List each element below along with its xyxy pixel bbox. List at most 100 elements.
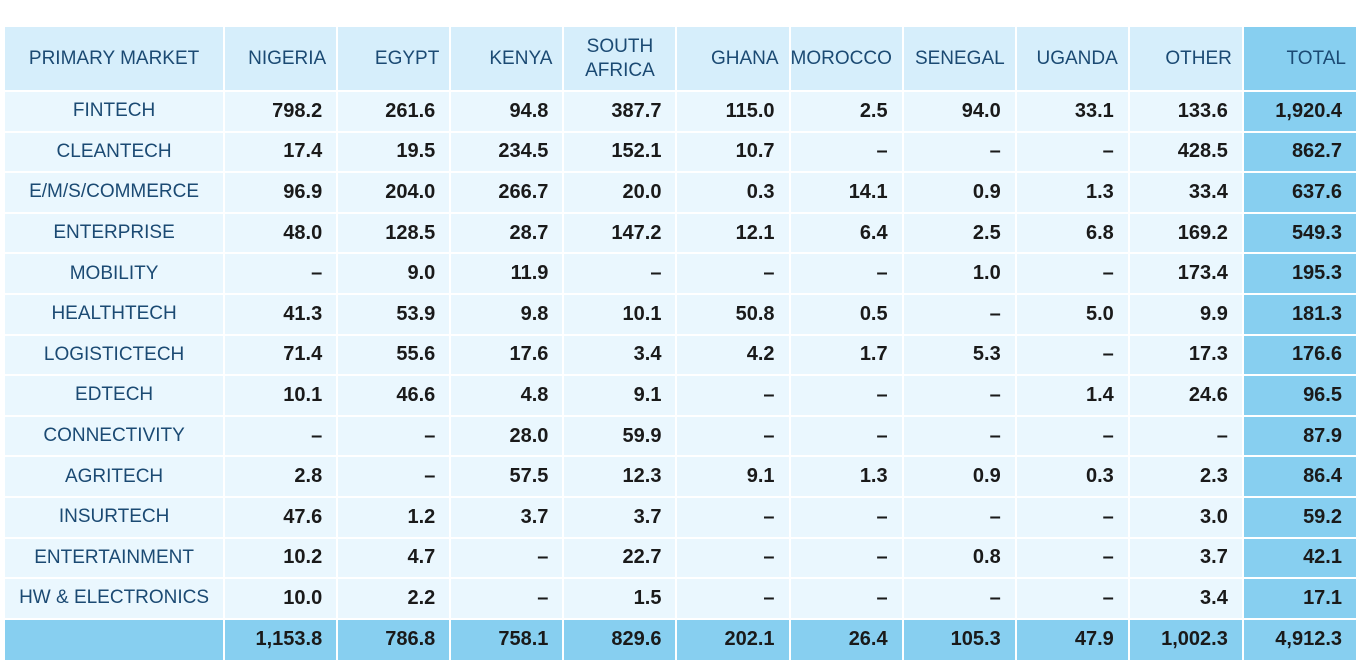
value-cell: –	[903, 132, 1017, 174]
row-total-cell: 862.7	[1243, 132, 1358, 174]
totals-row: 1,153.8 786.8 758.1 829.6 202.1 26.4 105.3 47.9…	[5, 619, 1358, 660]
value-cell: 94.0	[903, 92, 1017, 133]
value-cell: 1.7	[790, 335, 904, 377]
row-total-cell: 17.1	[1243, 579, 1358, 620]
value-cell: –	[225, 254, 339, 295]
row-total-cell: 87.9	[1243, 416, 1358, 458]
value-cell: 5.3	[903, 335, 1017, 377]
value-cell: –	[451, 579, 565, 620]
value-cell: 0.9	[903, 457, 1017, 498]
value-cell: 10.7	[677, 132, 791, 174]
value-cell: 6.4	[790, 213, 904, 255]
totals-label-cell	[5, 619, 226, 660]
column-total-cell: 47.9	[1016, 619, 1130, 660]
column-total-cell: 829.6	[564, 619, 678, 660]
column-total-cell: 26.4	[790, 619, 904, 660]
row-label: ENTERPRISE	[5, 213, 226, 255]
value-cell: 53.9	[338, 294, 452, 336]
value-cell: 0.3	[677, 173, 791, 214]
column-total-cell: 1,002.3	[1129, 619, 1244, 660]
value-cell: 0.5	[790, 294, 904, 336]
value-cell: –	[564, 254, 678, 295]
header-primary-market: PRIMARY MARKET	[5, 27, 226, 92]
header-nigeria: NIGERIA	[225, 27, 339, 92]
value-cell: 33.4	[1129, 173, 1244, 214]
table-row: ENTERPRISE 48.0 128.5 28.7 147.2 12.1 6.4 2.5 6.…	[5, 213, 1358, 255]
value-cell: 2.3	[1129, 457, 1244, 498]
value-cell: –	[1016, 538, 1130, 580]
value-cell: 10.1	[225, 376, 339, 417]
value-cell: 266.7	[451, 173, 565, 214]
value-cell: 428.5	[1129, 132, 1244, 174]
value-cell: 9.1	[564, 376, 678, 417]
value-cell: 12.1	[677, 213, 791, 255]
value-cell: –	[903, 376, 1017, 417]
value-cell: 17.6	[451, 335, 565, 377]
header-other: OTHER	[1129, 27, 1244, 92]
column-total-cell: 1,153.8	[225, 619, 339, 660]
value-cell: 2.5	[903, 213, 1017, 255]
header-ghana: GHANA	[677, 27, 791, 92]
value-cell: 96.9	[225, 173, 339, 214]
table-row: ENTERTAINMENT 10.2 4.7–22.7– –0.8–3.7 42.1	[5, 538, 1358, 580]
value-cell: 3.0	[1129, 497, 1244, 539]
table-row: HW & ELECTRONICS 10.0 2.2–1.5– – – –3.4 17.1	[5, 579, 1358, 620]
value-cell: 1.3	[1016, 173, 1130, 214]
row-label: INSURTECH	[5, 497, 226, 539]
header-uganda: UGANDA	[1016, 27, 1130, 92]
header-row: PRIMARY MARKET NIGERIA EGYPT KENYA SOUTH…	[5, 27, 1358, 92]
value-cell: 48.0	[225, 213, 339, 255]
row-total-cell: 96.5	[1243, 376, 1358, 417]
value-cell: 10.2	[225, 538, 339, 580]
row-total-cell: 549.3	[1243, 213, 1358, 255]
value-cell: –	[338, 416, 452, 458]
value-cell: 261.6	[338, 92, 452, 133]
row-label: MOBILITY	[5, 254, 226, 295]
value-cell: –	[338, 457, 452, 498]
value-cell: 3.7	[451, 497, 565, 539]
table-body: FINTECH 798.2 261.6 94.8 387.7 115.0 2.5 94.0 33…	[5, 92, 1358, 620]
value-cell: 152.1	[564, 132, 678, 174]
value-cell: 9.0	[338, 254, 452, 295]
table-row: LOGISTICTECH 71.4 55.6 17.6 3.4 4.2 1.7 5.3–17.…	[5, 335, 1358, 377]
value-cell: 20.0	[564, 173, 678, 214]
value-cell: –	[677, 538, 791, 580]
value-cell: 0.3	[1016, 457, 1130, 498]
value-cell: 17.3	[1129, 335, 1244, 377]
header-total: TOTAL	[1243, 27, 1358, 92]
value-cell: 4.8	[451, 376, 565, 417]
value-cell: –	[451, 538, 565, 580]
value-cell: 24.6	[1129, 376, 1244, 417]
value-cell: 9.9	[1129, 294, 1244, 336]
value-cell: –	[790, 497, 904, 539]
grand-total-cell: 4,912.3	[1243, 619, 1358, 660]
value-cell: 1.3	[790, 457, 904, 498]
value-cell: 10.1	[564, 294, 678, 336]
value-cell: 14.1	[790, 173, 904, 214]
value-cell: 71.4	[225, 335, 339, 377]
value-cell: –	[1016, 416, 1130, 458]
row-total-cell: 637.6	[1243, 173, 1358, 214]
value-cell: 1.4	[1016, 376, 1130, 417]
value-cell: –	[790, 132, 904, 174]
value-cell: –	[677, 579, 791, 620]
value-cell: 5.0	[1016, 294, 1130, 336]
header-morocco: MOROCCO	[790, 27, 904, 92]
value-cell: 387.7	[564, 92, 678, 133]
value-cell: 11.9	[451, 254, 565, 295]
row-label: CLEANTECH	[5, 132, 226, 174]
table-row: CONNECTIVITY – –28.0 59.9– – – – –87.9	[5, 416, 1358, 458]
row-total-cell: 181.3	[1243, 294, 1358, 336]
table-row: EDTECH 10.1 46.6 4.8 9.1– – –1.4 24.6 96.5	[5, 376, 1358, 417]
value-cell: –	[677, 497, 791, 539]
value-cell: 94.8	[451, 92, 565, 133]
header-egypt: EGYPT	[338, 27, 452, 92]
value-cell: 173.4	[1129, 254, 1244, 295]
value-cell: 2.5	[790, 92, 904, 133]
column-total-cell: 786.8	[338, 619, 452, 660]
table-row: CLEANTECH 17.4 19.5 234.5 152.1 10.7– – –428.5 8…	[5, 132, 1358, 174]
value-cell: –	[790, 538, 904, 580]
table-row: E/M/S/COMMERCE 96.9 204.0 266.7 20.0 0.3 14.1 0…	[5, 173, 1358, 214]
value-cell: –	[903, 579, 1017, 620]
value-cell: 59.9	[564, 416, 678, 458]
